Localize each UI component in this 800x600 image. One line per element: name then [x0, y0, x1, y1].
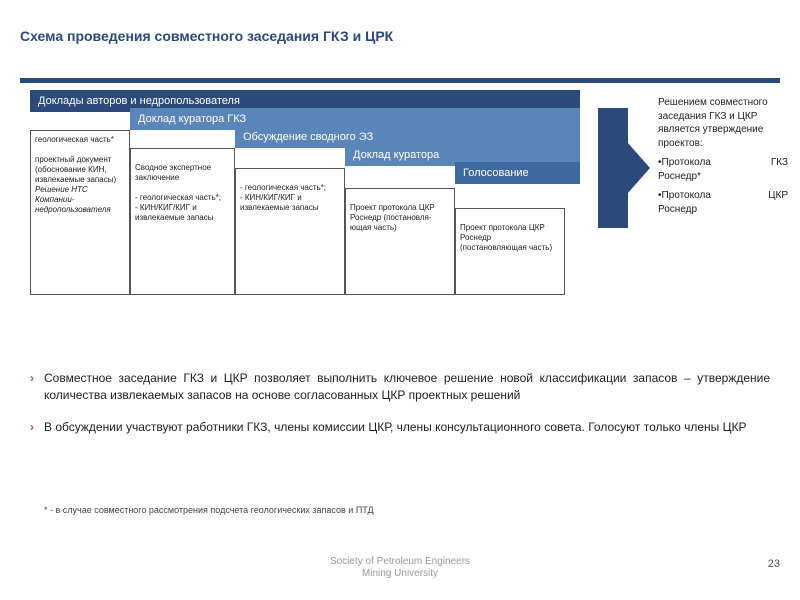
stage-content: - геологическая часть*;- КИН/КИГ/КИГ и и…	[235, 168, 345, 295]
bullet-item: ›Совместное заседание ГКЗ и ЦКР позволяе…	[30, 370, 770, 405]
stage-content: Сводное экспертное заключение- геологиче…	[130, 148, 235, 295]
stage-content: Проект протокола ЦКР Роснедр (постановля…	[455, 208, 565, 295]
result-item-sub: Роснедр	[658, 203, 788, 217]
result-item: •ПротоколаЦКР	[658, 189, 788, 203]
divider	[20, 78, 780, 83]
arrow-icon	[598, 108, 628, 228]
chevron-icon: ›	[30, 419, 34, 436]
process-diagram: Доклады авторов и недропользователягеоло…	[30, 90, 610, 320]
footer-line2: Mining University	[0, 568, 800, 580]
result-intro: Решением совместного заседания ГКЗ и ЦКР…	[658, 96, 788, 150]
stage-content: Проект протокола ЦКР Роснедр (постановля…	[345, 188, 455, 295]
bullet-item: ›В обсуждении участвуют работники ГКЗ, ч…	[30, 419, 770, 436]
footer-line1: Society of Petroleum Engineers	[0, 556, 800, 568]
result-item-sub: Роснедр*	[658, 170, 788, 184]
stage-header: Голосование	[455, 162, 580, 184]
footer: Society of Petroleum Engineers Mining Un…	[0, 556, 800, 580]
result-text: Решением совместного заседания ГКЗ и ЦКР…	[658, 96, 788, 216]
result-item: •ПротоколаГКЗ	[658, 156, 788, 170]
footnote: * - в случае совместного рассмотрения по…	[44, 505, 374, 515]
stage-content: геологическая часть*проектный документ (…	[30, 130, 130, 295]
bullet-list: ›Совместное заседание ГКЗ и ЦКР позволяе…	[30, 370, 770, 450]
chevron-icon: ›	[30, 370, 34, 405]
slide-title: Схема проведения совместного заседания Г…	[20, 28, 393, 44]
page-number: 23	[768, 558, 780, 570]
